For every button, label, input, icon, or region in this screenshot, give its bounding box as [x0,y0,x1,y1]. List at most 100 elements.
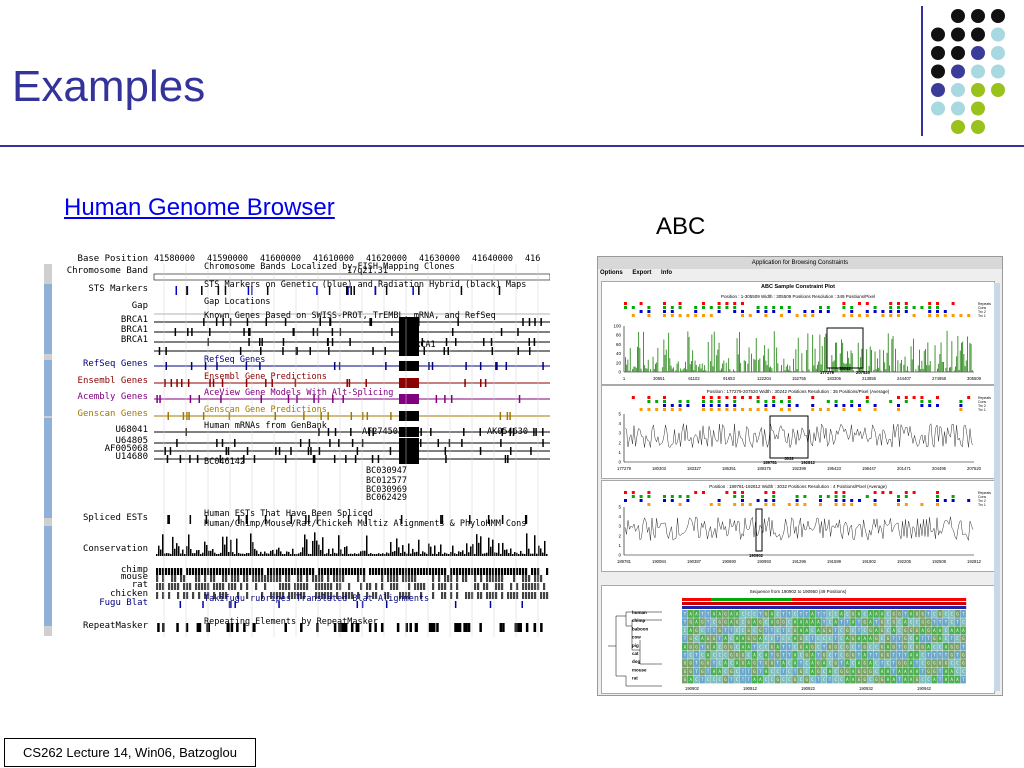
constraint-bar [910,346,912,372]
alignment-cell [757,667,763,676]
alignment-cell [716,675,723,684]
exon-mark [533,338,536,346]
species-label: pig [632,643,639,648]
abc-scrollbar[interactable] [994,283,1000,691]
exon-mark [318,447,321,455]
constraint-mark [741,396,744,399]
alignment-block [234,568,237,575]
constraint-bar [940,342,942,372]
menu-export[interactable]: Export [632,270,652,276]
constraint-bar [769,367,770,372]
base-letter: A [782,661,785,666]
base-letter: C [788,677,791,682]
constraint-mark [928,400,932,403]
conservation-bar [518,553,520,556]
alignment-cell [832,618,839,626]
alignment-block [189,583,192,590]
menu-options[interactable]: Options [600,270,623,276]
base-letter: C [765,636,768,641]
constraint-mark [725,491,729,494]
constraint-bar [866,349,868,372]
alignment-block [324,568,327,575]
constraint-mark [702,314,705,317]
constraint-mark [748,503,752,506]
base-letter: A [916,669,919,674]
alignment-block [498,568,501,575]
constraint-mark [772,310,776,313]
alignment-cell [954,610,961,618]
base-letter: G [904,661,907,666]
constraint-bar [901,359,902,372]
alignment-block [531,592,534,599]
alignment-block [390,583,393,590]
base-letter: C [956,636,959,641]
base-letter: C [776,669,779,674]
constraint-plot-panel-2: Position : 177279-207520 Width : 30242 P… [601,385,995,479]
conservation-bar [310,554,312,556]
alignment-block [315,592,318,599]
constraint-bar [958,369,960,372]
base-letter: A [713,669,716,674]
base-letter: A [811,620,814,625]
alignment-block [486,575,489,582]
alignment-block [183,592,186,599]
constraint-bar [670,365,672,372]
alignment-cell [896,642,903,651]
conservation-bar [284,554,286,556]
base-letter: A [730,612,733,617]
exon-mark [320,412,322,420]
base-letter: A [689,677,692,682]
exon-mark [331,328,334,336]
constraint-mark [858,302,861,305]
base-letter: C [817,636,820,641]
exon-mark [327,338,329,346]
alignment-block [390,575,393,582]
base-letter: A [689,628,692,633]
alignment-cell [809,626,816,635]
alignment-block [318,575,321,582]
constraint-mark [764,306,768,309]
alignment-cell [734,675,740,684]
feature-mark [201,286,203,295]
exon-mark [529,347,531,355]
alignment-cell [716,610,723,618]
base-letter: C [823,677,826,682]
alignment-block [465,575,468,582]
dot [951,83,965,97]
exon-mark [491,347,494,355]
constraint-mark [733,495,737,498]
alignment-block [531,568,534,575]
conservation-bar [432,553,434,556]
base-letter: G [939,661,942,666]
x-tick-label: 183306 [827,376,842,381]
constraint-bar [956,356,958,372]
base-letter: G [753,669,756,674]
exon-mark [484,379,487,387]
constraint-mark [733,491,737,494]
alignment-block [309,568,312,575]
constraint-bar [831,355,833,372]
conservation-bar [330,553,332,556]
constraint-bar [875,369,877,372]
alignment-block [498,575,501,582]
constraint-bar [700,368,702,372]
constraint-mark [647,408,651,411]
dot [951,64,965,79]
constraint-plot-panel-3: Position : 189781-192812 Width : 3032 Po… [601,480,995,572]
exon-mark [509,428,511,436]
menu-info[interactable]: Info [661,270,673,276]
exon-mark [258,338,261,346]
human-genome-browser-link[interactable]: Human Genome Browser [64,194,335,221]
alignment-cell [740,675,746,684]
base-letter: T [776,661,779,666]
alignment-block [456,583,459,590]
alignment-block [246,575,249,582]
exon-mark [419,439,422,447]
alignment-block [297,583,300,590]
constraint-bar [915,369,917,372]
alignment-block [456,568,459,575]
feature-mark [525,515,528,524]
exon-mark [331,338,334,346]
exon-mark [349,338,351,346]
exon-mark [294,379,297,387]
